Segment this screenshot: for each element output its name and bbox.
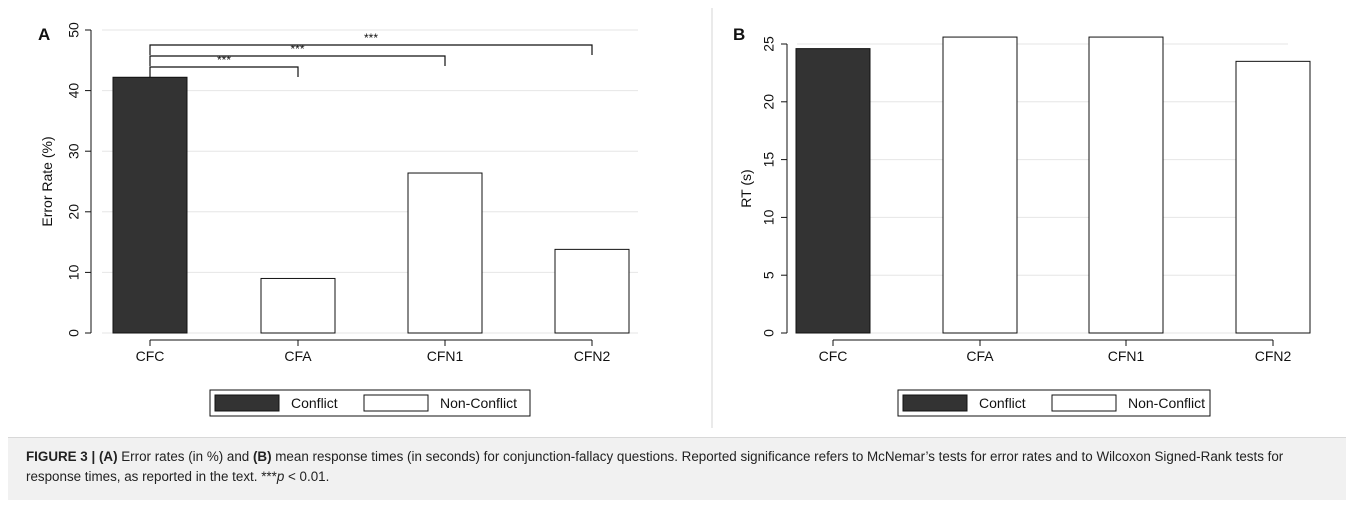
x-tick-label-cfn1: CFN1	[427, 348, 464, 364]
bar-cfc	[112, 76, 188, 334]
panel-label: B	[733, 25, 745, 44]
panel-b-response-time-chart: B 0 5 10 15 20 25 RT (s) CFC CFA CFN1 CFN2 Conflict N…	[733, 25, 1311, 417]
y-tick-label: 15	[761, 152, 777, 168]
bar-cfa	[942, 36, 1018, 334]
caption-text-1: Error rates (in %) and	[117, 449, 253, 464]
y-axis-label: Error Rate (%)	[39, 136, 55, 226]
x-tick-label-cfn1: CFN1	[1108, 348, 1145, 364]
y-axis-label: RT (s)	[738, 169, 754, 207]
significance-bracket	[149, 44, 593, 55]
significance-bracket	[149, 55, 446, 66]
caption-panel-b-label: (B)	[252, 449, 272, 464]
significance-label: ***	[217, 53, 231, 67]
x-tick-label-cfn2: CFN2	[574, 348, 611, 364]
y-tick-label: 20	[66, 204, 82, 220]
significance-bracket	[149, 66, 299, 77]
legend-swatch-non-conflict	[363, 394, 429, 412]
legend-swatch-non-conflict	[1051, 394, 1117, 412]
y-tick-label: 10	[66, 264, 82, 280]
x-tick-label-cfa: CFA	[284, 348, 312, 364]
panel-a-error-rate-chart: A 0 10 20 30 40 50 Error Rate (%) CFC CFA CFN1 CFN2…	[38, 22, 638, 417]
bar-cfc	[795, 48, 871, 334]
y-tick-label: 40	[66, 83, 82, 99]
y-tick-label: 30	[66, 143, 82, 159]
y-tick-label: 0	[761, 329, 777, 337]
bar-cfa	[260, 277, 336, 334]
caption-p-symbol: p	[276, 469, 285, 484]
legend-label-non-conflict: Non-Conflict	[1128, 395, 1205, 411]
figure-caption: FIGURE 3 | (A) Error rates (in %) and (B…	[26, 447, 1326, 487]
y-tick-label: 50	[66, 22, 82, 38]
x-tick-label-cfc: CFC	[136, 348, 165, 364]
caption-figure-label: FIGURE 3 | (A)	[26, 449, 118, 464]
y-tick-label: 10	[761, 209, 777, 225]
bar-cfn1	[407, 172, 483, 334]
significance-label: ***	[364, 31, 378, 45]
bar-cfn2	[554, 248, 630, 334]
bar-cfn2	[1235, 60, 1311, 334]
legend-swatch-conflict	[214, 394, 280, 412]
y-tick-label: 20	[761, 94, 777, 110]
panel-label: A	[38, 25, 50, 44]
legend-label-conflict: Conflict	[979, 395, 1026, 411]
y-tick-label: 5	[761, 271, 777, 279]
x-tick-label-cfa: CFA	[966, 348, 994, 364]
legend-swatch-conflict	[902, 394, 968, 412]
y-tick-label: 0	[66, 329, 82, 337]
caption-text-3: < 0.01.	[284, 469, 330, 484]
figure-caption-box: FIGURE 3 | (A) Error rates (in %) and (B…	[8, 437, 1346, 500]
legend-label-non-conflict: Non-Conflict	[440, 395, 517, 411]
significance-label: ***	[290, 42, 304, 56]
x-tick-label-cfc: CFC	[819, 348, 848, 364]
caption-text-2: mean response times (in seconds) for con…	[26, 449, 1284, 484]
y-tick-label: 25	[761, 36, 777, 52]
bar-cfn1	[1088, 36, 1164, 334]
legend-label-conflict: Conflict	[291, 395, 338, 411]
x-tick-label-cfn2: CFN2	[1255, 348, 1292, 364]
